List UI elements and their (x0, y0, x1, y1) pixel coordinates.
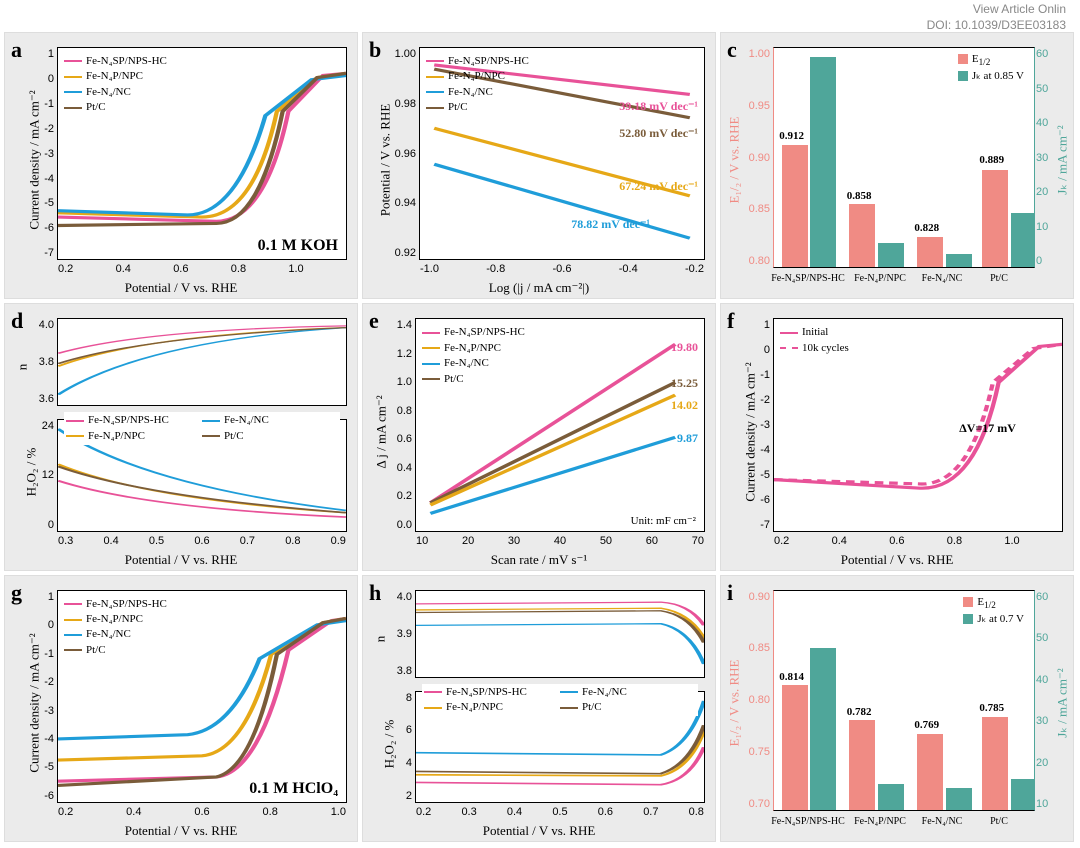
panel-a: a 0.20.40.60.81.0 10-1-2-3-4-5-6-7 Fe-N₄… (4, 32, 358, 299)
panel-g: g 0.20.40.60.81.0 10-1-2-3-4-5-6 Fe-N₄SP… (4, 575, 358, 842)
panel-d: d 4.03.83.6 0.30.40.50.60.70.80.9 24120 … (4, 303, 358, 570)
panel-i: i 0.900.850.800.750.70 605040302010 E1/2… (720, 575, 1074, 842)
panel-e: e 10203040506070 1.41.21.00.80.60.40.20.… (362, 303, 716, 570)
doi: DOI: 10.1039/D3EE03183 (927, 18, 1066, 32)
view-online: View Article Onlin (973, 2, 1066, 16)
figure-grid: a 0.20.40.60.81.0 10-1-2-3-4-5-6-7 Fe-N₄… (4, 32, 1074, 842)
panel-c: c 1.000.950.900.850.80 6050403020100 E1/… (720, 32, 1074, 299)
panel-b: b -1.0-0.8-0.6-0.4-0.2 1.000.980.960.940… (362, 32, 716, 299)
panel-f: f 0.20.40.60.81.0 10-1-2-3-4-5-6-7 Initi… (720, 303, 1074, 570)
panel-h: h 4.03.93.8 0.20.30.40.50.60.70.8 8642 F… (362, 575, 716, 842)
